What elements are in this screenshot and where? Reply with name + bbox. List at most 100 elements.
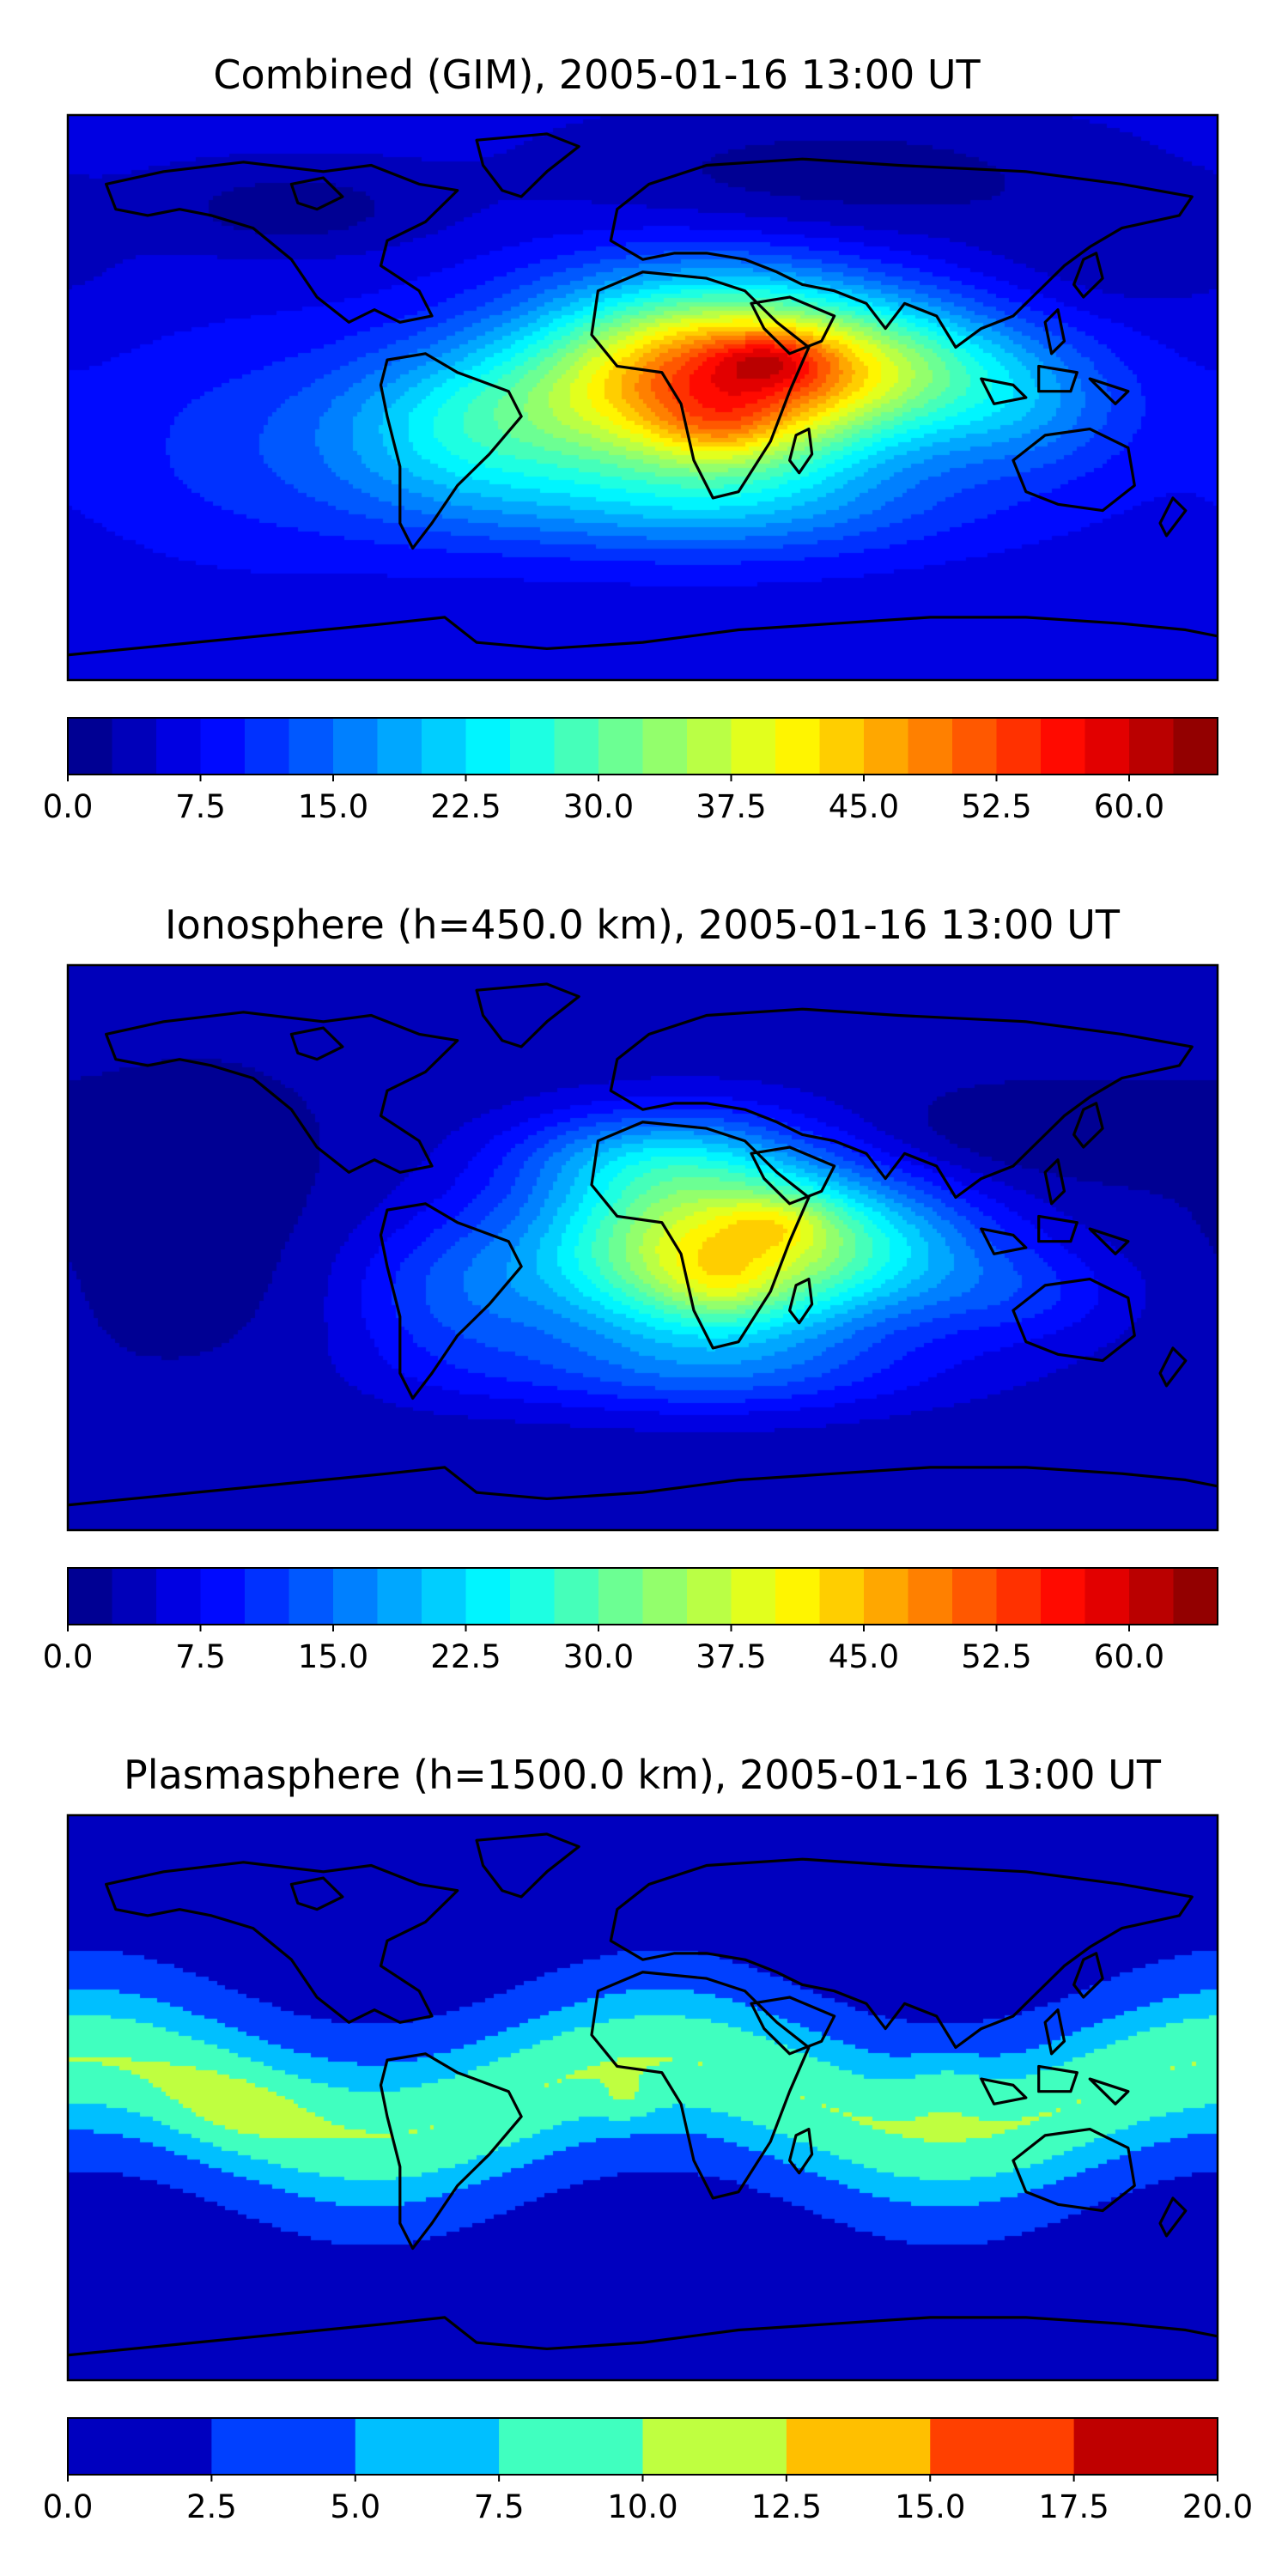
colorbar-3-tick-label: 2.5 bbox=[186, 2488, 237, 2525]
colorbar-2-swatch bbox=[245, 1568, 290, 1625]
panel-1-frame bbox=[66, 113, 1219, 682]
colorbar-1-swatch bbox=[687, 718, 732, 775]
colorbar-1-tick-label: 0.0 bbox=[43, 788, 94, 825]
colorbar-2-swatch bbox=[156, 1568, 202, 1625]
panel-3-title: Plasmasphere (h=1500.0 km), 2005-01-16 1… bbox=[124, 1752, 1162, 1798]
colorbar-3-tick-label: 12.5 bbox=[751, 2488, 822, 2525]
colorbar-3-swatch bbox=[211, 2418, 356, 2475]
colorbar-1-tick-label: 15.0 bbox=[298, 788, 368, 825]
colorbar-1-swatch bbox=[112, 718, 157, 775]
panel-2-title: Ionosphere (h=450.0 km), 2005-01-16 13:0… bbox=[165, 902, 1121, 948]
colorbar-2-tick-label: 30.0 bbox=[563, 1638, 634, 1675]
colorbar-1-swatch bbox=[422, 718, 467, 775]
panel-1-title: Combined (GIM), 2005-01-16 13:00 UT bbox=[213, 52, 981, 98]
panel-2-tec-field bbox=[68, 965, 1218, 1530]
colorbar-1-swatch bbox=[1084, 718, 1130, 775]
colorbar-3-swatch bbox=[355, 2418, 500, 2475]
colorbar-3-tick-label: 17.5 bbox=[1038, 2488, 1109, 2525]
panel-1-colorbar: 0.0 7.5 15.0 22.5 30.0 37.5 45.0 52.5 60.0 bbox=[43, 717, 1218, 825]
colorbar-1-swatch bbox=[775, 718, 821, 775]
panel-3-frame bbox=[66, 1814, 1219, 2382]
colorbar-2-swatch bbox=[1041, 1568, 1086, 1625]
colorbar-2-swatch bbox=[819, 1568, 865, 1625]
colorbar-2-swatch bbox=[908, 1568, 953, 1625]
colorbar-3-tick-label: 0.0 bbox=[43, 2488, 94, 2525]
colorbar-1-swatch bbox=[952, 718, 998, 775]
colorbar-2-tick-label: 60.0 bbox=[1094, 1638, 1164, 1675]
colorbar-2-swatch bbox=[775, 1568, 821, 1625]
panel-2-map bbox=[66, 963, 1219, 1532]
colorbar-2-tick-label: 45.0 bbox=[829, 1638, 899, 1675]
colorbar-3-tick-label: 20.0 bbox=[1182, 2488, 1253, 2525]
colorbar-1-swatch bbox=[642, 718, 688, 775]
colorbar-3-swatch bbox=[930, 2418, 1075, 2475]
colorbar-2-swatch bbox=[289, 1568, 334, 1625]
colorbar-2-swatch bbox=[112, 1568, 157, 1625]
colorbar-2-swatch bbox=[952, 1568, 998, 1625]
colorbar-1-tick-label: 45.0 bbox=[829, 788, 899, 825]
colorbar-2-swatch bbox=[465, 1568, 511, 1625]
colorbar-3-swatch bbox=[786, 2418, 931, 2475]
panel-1-tec-field bbox=[68, 115, 1218, 680]
colorbar-2-tick-label: 0.0 bbox=[43, 1638, 94, 1675]
panel-2-frame bbox=[66, 963, 1219, 1532]
colorbar-1-tick-label: 37.5 bbox=[696, 788, 766, 825]
colorbar-1-swatch bbox=[554, 718, 599, 775]
panel-3-map bbox=[66, 1814, 1219, 2382]
colorbar-1-swatch bbox=[68, 718, 113, 775]
colorbar-2-swatch bbox=[996, 1568, 1042, 1625]
colorbar-2-tick-label: 52.5 bbox=[961, 1638, 1031, 1675]
colorbar-3-swatch bbox=[642, 2418, 787, 2475]
colorbar-3-tick-label: 7.5 bbox=[474, 2488, 525, 2525]
colorbar-1-swatch bbox=[465, 718, 511, 775]
colorbar-1-tick-label: 30.0 bbox=[563, 788, 634, 825]
colorbar-1-swatch bbox=[908, 718, 953, 775]
colorbar-1-tick-label: 52.5 bbox=[961, 788, 1031, 825]
colorbar-2-swatch bbox=[1173, 1568, 1218, 1625]
colorbar-2-swatch bbox=[642, 1568, 688, 1625]
colorbar-2-tick-label: 7.5 bbox=[175, 1638, 226, 1675]
panel-3-colorbar: 0.0 2.5 5.0 7.5 10.0 12.5 15.0 17.5 20.0 bbox=[43, 2417, 1253, 2525]
colorbar-1-swatch bbox=[289, 718, 334, 775]
colorbar-2-swatch bbox=[687, 1568, 732, 1625]
colorbar-1-swatch bbox=[819, 718, 865, 775]
colorbar-2-swatch bbox=[864, 1568, 909, 1625]
colorbar-1-swatch bbox=[1041, 718, 1086, 775]
colorbar-3-tick-label: 10.0 bbox=[607, 2488, 677, 2525]
colorbar-1-tick-label: 7.5 bbox=[175, 788, 226, 825]
colorbar-1-swatch bbox=[731, 718, 776, 775]
colorbar-1-swatch bbox=[377, 718, 422, 775]
colorbar-3-swatch bbox=[499, 2418, 644, 2475]
colorbar-2-swatch bbox=[333, 1568, 379, 1625]
panel-1-map bbox=[66, 113, 1219, 682]
colorbar-1-swatch bbox=[864, 718, 909, 775]
colorbar-1-swatch bbox=[1173, 718, 1218, 775]
colorbar-2-swatch bbox=[598, 1568, 644, 1625]
colorbar-1-frame bbox=[67, 717, 1218, 775]
colorbar-1-swatch bbox=[200, 718, 246, 775]
colorbar-3-tick-label: 5.0 bbox=[330, 2488, 380, 2525]
colorbar-3-tick-label: 15.0 bbox=[895, 2488, 965, 2525]
colorbar-2-tick-label: 22.5 bbox=[430, 1638, 501, 1675]
colorbar-2-tick-label: 37.5 bbox=[696, 1638, 766, 1675]
colorbar-2-tick-label: 15.0 bbox=[298, 1638, 368, 1675]
colorbar-2-swatch bbox=[510, 1568, 556, 1625]
colorbar-2-swatch bbox=[68, 1568, 113, 1625]
colorbar-2-swatch bbox=[422, 1568, 467, 1625]
colorbar-1-swatch bbox=[510, 718, 556, 775]
colorbar-2-swatch bbox=[554, 1568, 599, 1625]
colorbar-2-swatch bbox=[731, 1568, 776, 1625]
colorbar-2-swatch bbox=[1084, 1568, 1130, 1625]
colorbar-3-swatch bbox=[68, 2418, 212, 2475]
colorbar-1-swatch bbox=[156, 718, 202, 775]
colorbar-1-swatch bbox=[245, 718, 290, 775]
colorbar-1-swatch bbox=[996, 718, 1042, 775]
colorbar-1-tick-label: 22.5 bbox=[430, 788, 501, 825]
colorbar-2-swatch bbox=[200, 1568, 246, 1625]
panel-2-colorbar: 0.0 7.5 15.0 22.5 30.0 37.5 45.0 52.5 60.0 bbox=[43, 1567, 1218, 1675]
colorbar-2-swatch bbox=[1129, 1568, 1175, 1625]
colorbar-1-tick-label: 60.0 bbox=[1094, 788, 1164, 825]
colorbar-2-swatch bbox=[377, 1568, 422, 1625]
colorbar-1-swatch bbox=[1129, 718, 1175, 775]
